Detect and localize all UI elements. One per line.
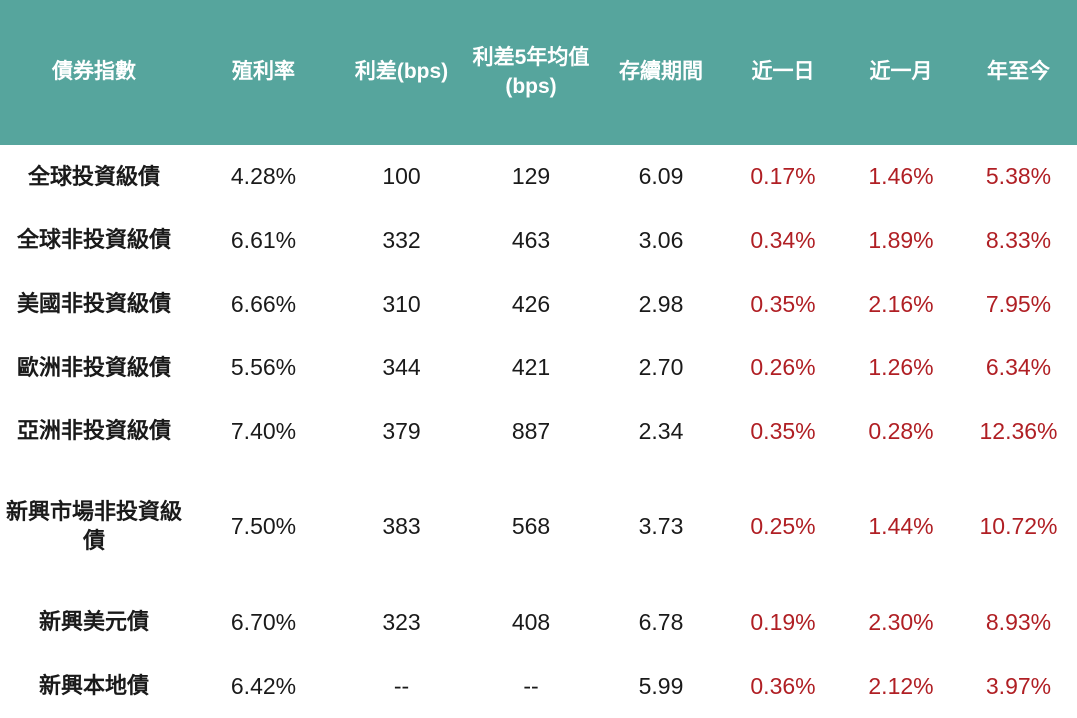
cell-change-ytd: 8.33%	[960, 208, 1077, 273]
cell-spread-bps: 310	[339, 272, 464, 336]
bond-index-name: 美國非投資級債	[0, 272, 188, 336]
cell-yield: 5.56%	[188, 335, 339, 400]
cell-yield: 6.61%	[188, 208, 339, 273]
cell-change-1m: 2.30%	[842, 590, 960, 655]
cell-change-1m: 1.26%	[842, 335, 960, 400]
cell-duration: 2.34	[598, 399, 724, 464]
col-header-spread-bps: 利差(bps)	[339, 0, 464, 145]
table-header: 債券指數 殖利率 利差(bps) 利差5年均值 (bps) 存續期間 近一日 近…	[0, 0, 1077, 145]
col-header-change-1m: 近一月	[842, 0, 960, 145]
table-row: 新興美元債 6.70% 323 408 6.78 0.19% 2.30% 8.93%	[0, 590, 1077, 655]
table-row: 全球非投資級債 6.61% 332 463 3.06 0.34% 1.89% 8.33%	[0, 208, 1077, 273]
cell-change-1d: 0.26%	[724, 335, 842, 400]
cell-yield: 7.40%	[188, 399, 339, 464]
table-row: 全球投資級債 4.28% 100 129 6.09 0.17% 1.46% 5.38%	[0, 145, 1077, 209]
cell-spread-5y-avg-bps: 568	[464, 463, 598, 591]
cell-change-1d: 0.35%	[724, 272, 842, 336]
cell-duration: 3.73	[598, 463, 724, 591]
col-header-yield: 殖利率	[188, 0, 339, 145]
cell-change-1d: 0.36%	[724, 654, 842, 718]
cell-spread-bps: 332	[339, 208, 464, 273]
cell-change-1d: 0.34%	[724, 208, 842, 273]
cell-yield: 6.66%	[188, 272, 339, 336]
cell-change-1m: 1.44%	[842, 463, 960, 591]
cell-change-1d: 0.19%	[724, 590, 842, 655]
bond-index-name: 新興市場非投資級債	[0, 463, 188, 591]
cell-change-ytd: 12.36%	[960, 399, 1077, 464]
cell-change-1m: 2.12%	[842, 654, 960, 718]
cell-change-1m: 1.46%	[842, 145, 960, 209]
cell-spread-bps: 100	[339, 145, 464, 209]
cell-spread-bps: 383	[339, 463, 464, 591]
cell-yield: 7.50%	[188, 463, 339, 591]
cell-spread-bps: --	[339, 654, 464, 718]
cell-duration: 6.78	[598, 590, 724, 655]
cell-change-ytd: 5.38%	[960, 145, 1077, 209]
col-header-change-ytd: 年至今	[960, 0, 1077, 145]
cell-change-ytd: 8.93%	[960, 590, 1077, 655]
cell-duration: 2.98	[598, 272, 724, 336]
cell-spread-5y-avg-bps: 421	[464, 335, 598, 400]
bond-index-name: 亞洲非投資級債	[0, 399, 188, 464]
table-row: 新興本地債 6.42% -- -- 5.99 0.36% 2.12% 3.97%	[0, 654, 1077, 718]
col-header-bond-index: 債券指數	[0, 0, 188, 145]
cell-duration: 5.99	[598, 654, 724, 718]
cell-spread-5y-avg-bps: 426	[464, 272, 598, 336]
table-row: 歐洲非投資級債 5.56% 344 421 2.70 0.26% 1.26% 6.34%	[0, 335, 1077, 400]
cell-change-ytd: 7.95%	[960, 272, 1077, 336]
cell-change-ytd: 10.72%	[960, 463, 1077, 591]
cell-change-1m: 1.89%	[842, 208, 960, 273]
cell-spread-bps: 379	[339, 399, 464, 464]
cell-yield: 6.70%	[188, 590, 339, 655]
cell-change-1d: 0.17%	[724, 145, 842, 209]
col-header-change-1d: 近一日	[724, 0, 842, 145]
col-header-duration: 存續期間	[598, 0, 724, 145]
bond-index-name: 全球投資級債	[0, 145, 188, 209]
cell-spread-5y-avg-bps: 887	[464, 399, 598, 464]
cell-change-ytd: 6.34%	[960, 335, 1077, 400]
cell-yield: 6.42%	[188, 654, 339, 718]
cell-change-1d: 0.25%	[724, 463, 842, 591]
cell-spread-5y-avg-bps: 408	[464, 590, 598, 655]
cell-yield: 4.28%	[188, 145, 339, 209]
table-row: 新興市場非投資級債 7.50% 383 568 3.73 0.25% 1.44% 10.72%	[0, 463, 1077, 591]
cell-spread-bps: 344	[339, 335, 464, 400]
cell-spread-bps: 323	[339, 590, 464, 655]
cell-spread-5y-avg-bps: 129	[464, 145, 598, 209]
bond-index-name: 歐洲非投資級債	[0, 335, 188, 400]
cell-duration: 3.06	[598, 208, 724, 273]
cell-change-1m: 2.16%	[842, 272, 960, 336]
cell-duration: 6.09	[598, 145, 724, 209]
cell-change-1d: 0.35%	[724, 399, 842, 464]
table-row: 亞洲非投資級債 7.40% 379 887 2.34 0.35% 0.28% 12.36%	[0, 399, 1077, 464]
bond-index-name: 全球非投資級債	[0, 208, 188, 273]
header-row: 債券指數 殖利率 利差(bps) 利差5年均值 (bps) 存續期間 近一日 近…	[0, 0, 1077, 145]
bond-index-name: 新興美元債	[0, 590, 188, 655]
bond-index-name: 新興本地債	[0, 654, 188, 718]
cell-change-ytd: 3.97%	[960, 654, 1077, 718]
cell-change-1m: 0.28%	[842, 399, 960, 464]
cell-spread-5y-avg-bps: --	[464, 654, 598, 718]
table-body: 全球投資級債 4.28% 100 129 6.09 0.17% 1.46% 5.38% 全球非投…	[0, 145, 1077, 718]
cell-duration: 2.70	[598, 335, 724, 400]
cell-spread-5y-avg-bps: 463	[464, 208, 598, 273]
table-row: 美國非投資級債 6.66% 310 426 2.98 0.35% 2.16% 7.95%	[0, 272, 1077, 336]
col-header-spread-5y-avg: 利差5年均值 (bps)	[464, 0, 598, 145]
